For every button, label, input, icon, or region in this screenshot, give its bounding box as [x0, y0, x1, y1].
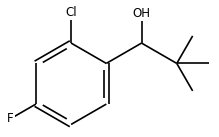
- Text: OH: OH: [132, 7, 150, 20]
- Text: Cl: Cl: [65, 6, 77, 19]
- Text: F: F: [7, 112, 14, 125]
